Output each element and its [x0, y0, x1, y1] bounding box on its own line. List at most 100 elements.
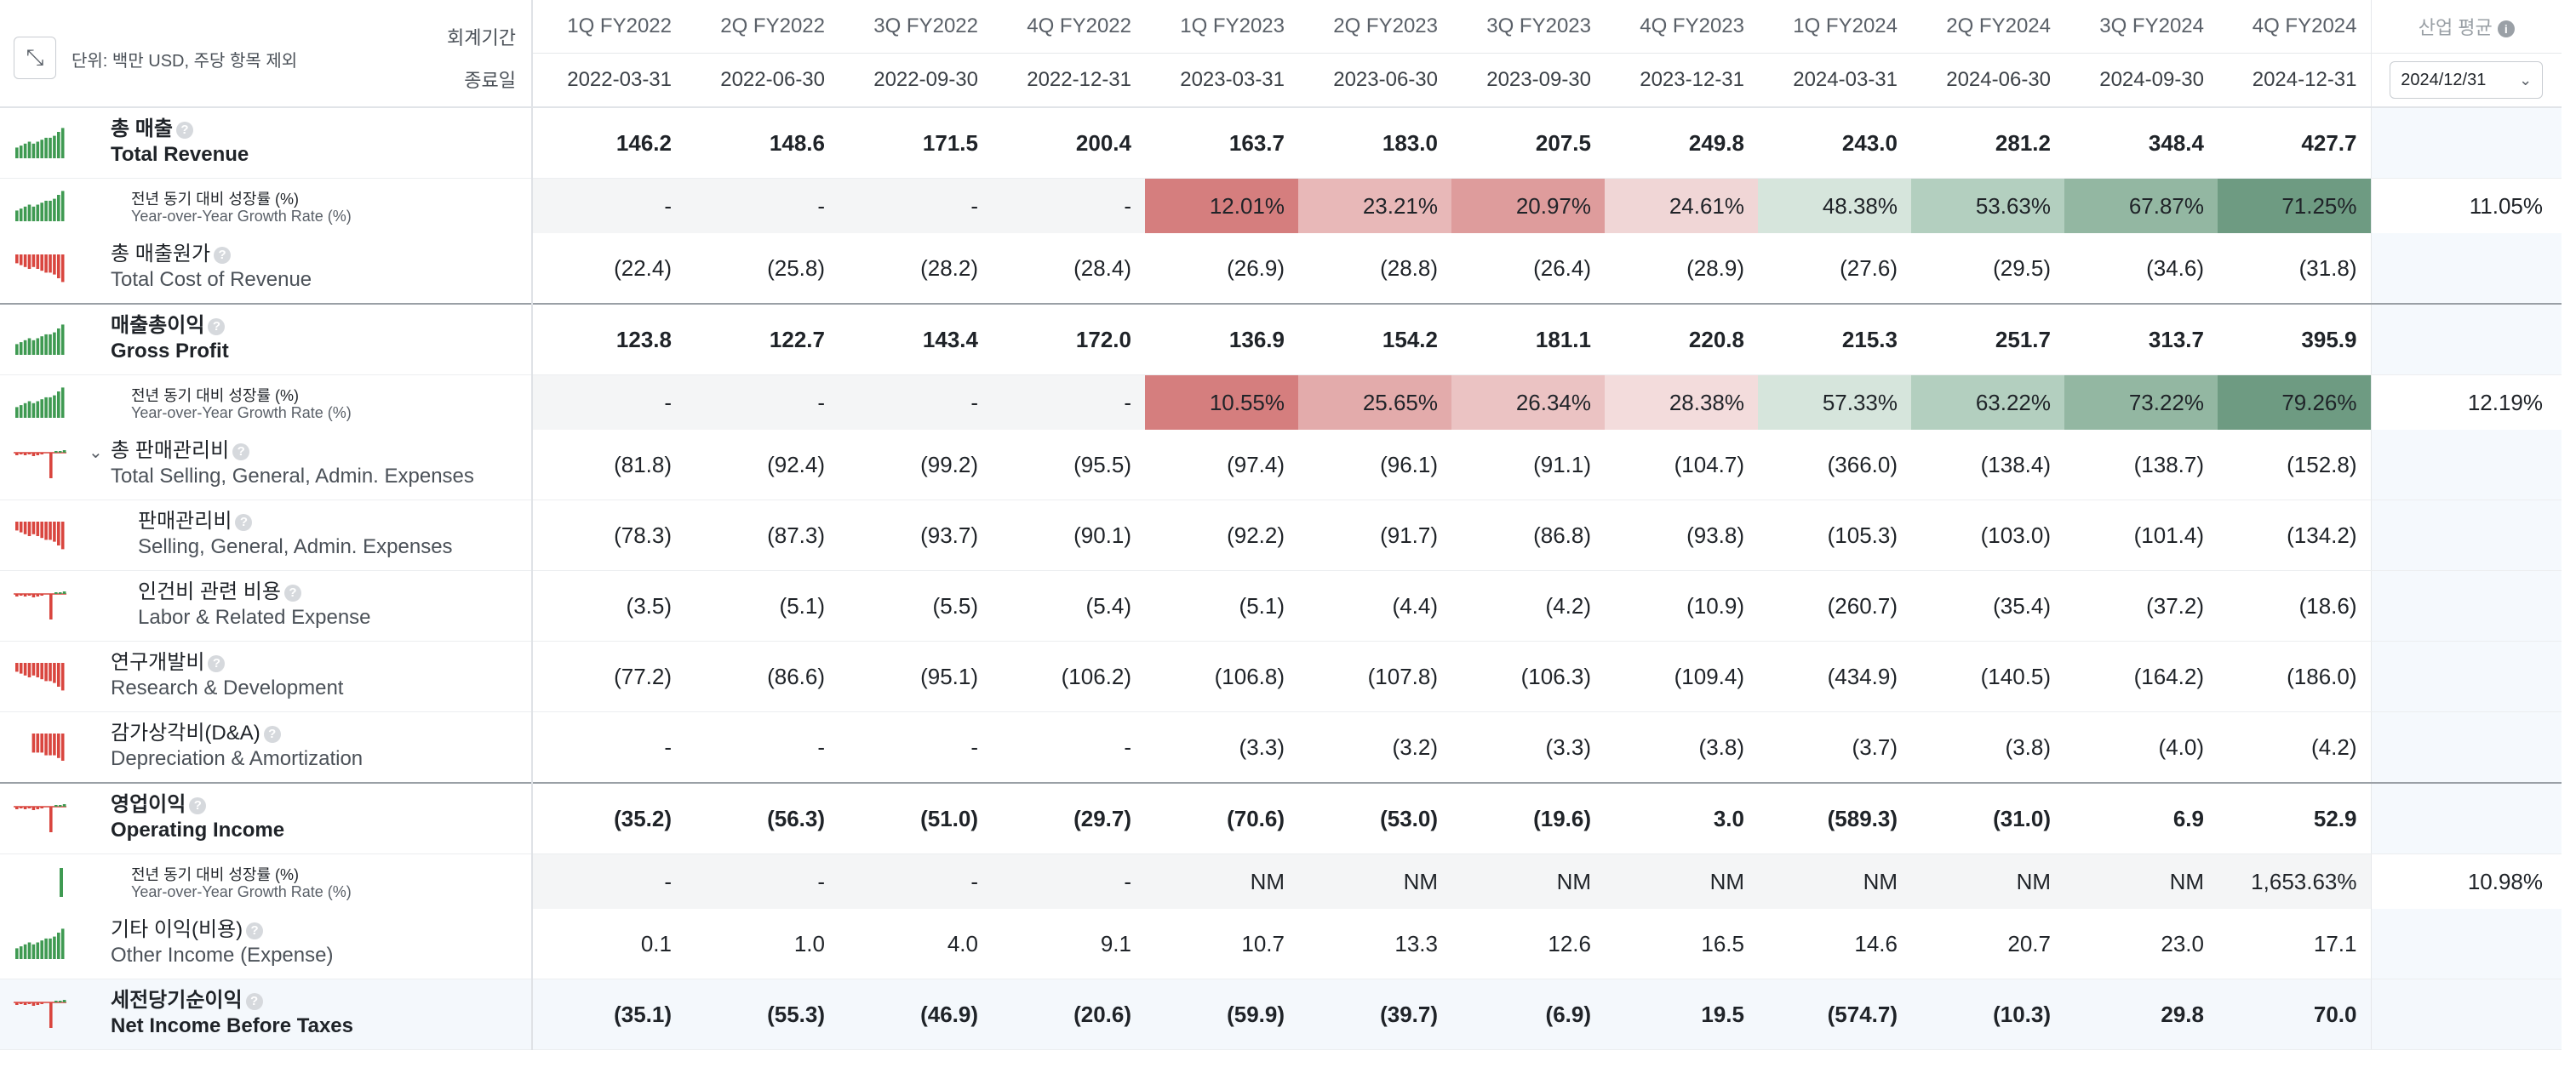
value-cell: 79.26% — [2218, 374, 2371, 430]
value-cell: 0.1 — [532, 909, 685, 979]
row-gross-profit-yoy: 전년 동기 대비 성장률 (%) Year-over-Year Growth Ra… — [0, 374, 2562, 430]
industry-average-value — [2370, 641, 2562, 712]
value-cell: (140.5) — [1911, 641, 2064, 712]
help-icon[interactable]: ? — [175, 121, 193, 139]
value-cell: (164.2) — [2064, 641, 2218, 712]
value-cell: (31.8) — [2218, 233, 2371, 305]
row-label-en: Total Revenue — [111, 143, 249, 166]
value-cell: 14.6 — [1758, 909, 1911, 979]
value-cell: 200.4 — [992, 107, 1145, 179]
period-end-date: 2022-03-31 — [532, 53, 685, 108]
value-cell: (105.3) — [1758, 500, 1911, 571]
collapse-toggle-button[interactable]: ⤡ — [14, 36, 56, 79]
help-icon[interactable]: ? — [245, 992, 263, 1010]
sparkline-chart — [14, 448, 66, 486]
date-select-value: 2024/12/31 — [2401, 70, 2487, 89]
value-cell: (31.0) — [1911, 782, 2064, 854]
value-cell: 395.9 — [2218, 303, 2371, 375]
value-cell: (95.5) — [992, 430, 1145, 500]
value-cell: - — [992, 178, 1145, 233]
value-cell: 281.2 — [1911, 107, 2064, 179]
value-cell: 215.3 — [1758, 303, 1911, 375]
period-end-date: 2022-09-30 — [839, 53, 992, 108]
row-label-en: Year-over-Year Growth Rate (%) — [131, 404, 352, 421]
value-cell: (4.4) — [1298, 570, 1451, 642]
info-icon[interactable]: i — [2497, 20, 2515, 38]
value-cell: (186.0) — [2218, 641, 2371, 712]
value-cell: NM — [1911, 853, 2064, 909]
value-cell: - — [685, 178, 839, 233]
period-end-date: 2024-09-30 — [2064, 53, 2218, 108]
value-cell: 19.5 — [1605, 979, 1758, 1050]
help-icon[interactable]: ? — [208, 654, 226, 672]
value-cell: 4.0 — [839, 909, 992, 979]
row-label-ko: 인건비 관련 비용 — [138, 580, 281, 603]
help-icon[interactable]: ? — [235, 513, 253, 531]
value-cell: 122.7 — [685, 303, 839, 375]
value-cell: 26.34% — [1451, 374, 1605, 430]
sparkline-chart — [14, 730, 66, 768]
value-cell: (106.8) — [1145, 641, 1298, 712]
value-cell: - — [839, 178, 992, 233]
value-cell: (18.6) — [2218, 570, 2371, 642]
industry-average-value: 11.05% — [2370, 178, 2562, 233]
help-icon[interactable]: ? — [232, 442, 250, 460]
value-cell: NM — [1758, 853, 1911, 909]
help-icon[interactable]: ? — [208, 317, 226, 335]
row-label-en: Research & Development — [111, 677, 344, 699]
value-cell: (4.2) — [2218, 711, 2371, 784]
value-cell: - — [839, 711, 992, 784]
value-cell: (574.7) — [1758, 979, 1911, 1050]
row-label-en: Selling, General, Admin. Expenses — [138, 535, 453, 558]
period-end-date: 2022-06-30 — [685, 53, 839, 108]
value-cell: 48.38% — [1758, 178, 1911, 233]
value-cell: (134.2) — [2218, 500, 2371, 571]
value-cell: 154.2 — [1298, 303, 1451, 375]
help-icon[interactable]: ? — [214, 246, 232, 264]
value-cell: 23.0 — [2064, 909, 2218, 979]
value-cell: 25.65% — [1298, 374, 1451, 430]
value-cell: 313.7 — [2064, 303, 2218, 375]
row-label-ko: 전년 동기 대비 성장률 (%) — [131, 387, 300, 404]
value-cell: NM — [1451, 853, 1605, 909]
value-cell: (138.7) — [2064, 430, 2218, 500]
value-cell: (97.4) — [1145, 430, 1298, 500]
value-cell: 220.8 — [1605, 303, 1758, 375]
value-cell: - — [532, 374, 685, 430]
value-cell: (53.0) — [1298, 782, 1451, 854]
value-cell: (35.4) — [1911, 570, 2064, 642]
chevron-down-icon: ⌄ — [2519, 71, 2533, 88]
help-icon[interactable]: ? — [189, 796, 207, 814]
help-icon[interactable]: ? — [246, 922, 264, 939]
help-icon[interactable]: ? — [263, 725, 281, 743]
income-statement-table: ⤡ 단위: 백만 USD, 주당 항목 제외 회계기간 종료일 1Q FY2022 2Q … — [0, 0, 2562, 1050]
value-cell: (29.5) — [1911, 233, 2064, 305]
industry-average-value — [2370, 303, 2562, 375]
value-cell: NM — [1298, 853, 1451, 909]
date-select[interactable]: 2024/12/31 ⌄ — [2390, 61, 2544, 99]
industry-average-value — [2370, 430, 2562, 500]
value-cell: (46.9) — [839, 979, 992, 1050]
row-ebt: 세전당기순이익? Net Income Before Taxes (35.1) (55… — [0, 979, 2562, 1050]
value-cell: (99.2) — [839, 430, 992, 500]
value-cell: (87.3) — [685, 500, 839, 571]
row-label-ko: 총 매출 — [111, 117, 173, 140]
value-cell: 10.55% — [1145, 374, 1298, 430]
value-cell: 143.4 — [839, 303, 992, 375]
industry-average-label: 산업 평균 — [2418, 17, 2493, 38]
row-label-ko: 세전당기순이익 — [111, 989, 243, 1012]
value-cell: 67.87% — [2064, 178, 2218, 233]
value-cell: - — [685, 711, 839, 784]
value-cell: (260.7) — [1758, 570, 1911, 642]
row-label-ko: 매출총이익 — [111, 314, 205, 337]
value-cell: 52.9 — [2218, 782, 2371, 854]
value-cell: 1,653.63% — [2218, 853, 2371, 909]
value-cell: 243.0 — [1758, 107, 1911, 179]
chevron-down-icon[interactable]: ⌄ — [89, 443, 103, 462]
value-cell: 6.9 — [2064, 782, 2218, 854]
period-end-date: 2022-12-31 — [992, 53, 1145, 108]
help-icon[interactable]: ? — [283, 584, 301, 602]
value-cell: (109.4) — [1605, 641, 1758, 712]
value-cell: (91.1) — [1451, 430, 1605, 500]
value-cell: (107.8) — [1298, 641, 1451, 712]
